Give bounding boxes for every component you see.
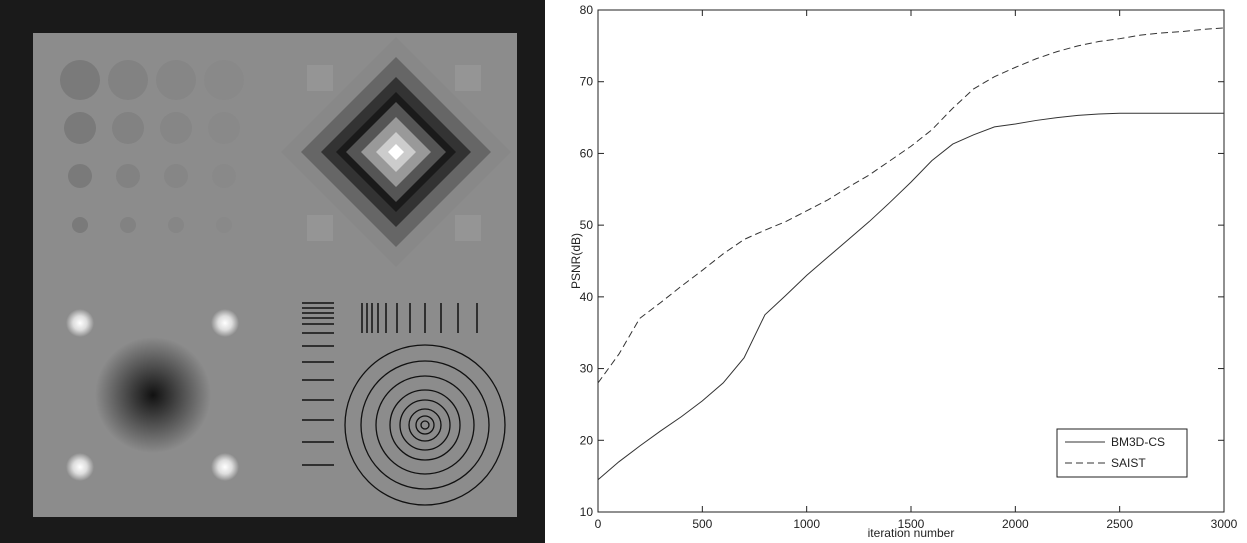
x-tick-label: 500 bbox=[692, 517, 712, 531]
y-tick-label: 50 bbox=[580, 218, 594, 232]
series-line bbox=[597, 112, 1224, 481]
series-line bbox=[597, 27, 1225, 384]
phantom-image bbox=[0, 0, 545, 543]
x-tick-label: 2000 bbox=[1002, 517, 1029, 531]
y-tick-label: 80 bbox=[580, 3, 594, 17]
y-tick-label: 20 bbox=[580, 433, 594, 447]
y-tick-label: 40 bbox=[580, 290, 594, 304]
x-tick-label: 1500 bbox=[898, 517, 925, 531]
y-tick-label: 70 bbox=[580, 75, 594, 89]
x-tick-label: 1000 bbox=[793, 517, 820, 531]
legend-label: SAIST bbox=[1111, 456, 1146, 470]
y-tick-label: 10 bbox=[580, 505, 594, 519]
x-tick-label: 3000 bbox=[1211, 517, 1238, 531]
y-axis-label: PSNR(dB) bbox=[569, 233, 583, 289]
x-axis-label: iteration number bbox=[868, 526, 955, 540]
y-tick-label: 60 bbox=[580, 146, 594, 160]
x-tick-label: 2500 bbox=[1106, 517, 1133, 531]
x-tick-label: 0 bbox=[595, 517, 602, 531]
y-tick-label: 30 bbox=[580, 362, 594, 376]
legend-box bbox=[1056, 428, 1188, 478]
legend-label: BM3D-CS bbox=[1111, 435, 1165, 449]
plot-frame bbox=[597, 9, 1225, 513]
